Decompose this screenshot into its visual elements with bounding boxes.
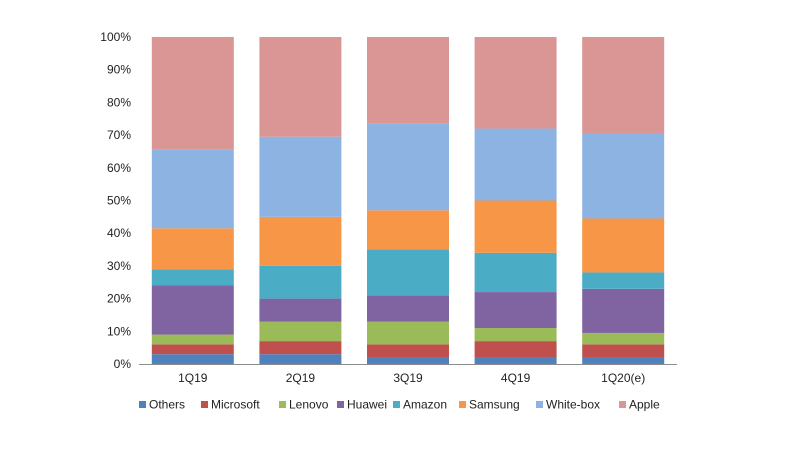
bar-segment-huawei xyxy=(367,295,449,322)
legend-item-microsoft: Microsoft xyxy=(201,398,260,412)
bar-segment-microsoft xyxy=(367,344,449,358)
bar-segment-amazon xyxy=(259,265,342,299)
bar-segment-microsoft xyxy=(474,341,557,358)
y-tick-label: 80% xyxy=(107,95,131,109)
legend-swatch xyxy=(139,401,146,408)
y-tick-label: 40% xyxy=(107,226,131,240)
bar-segment-others xyxy=(367,357,449,364)
y-tick-label: 60% xyxy=(107,161,131,175)
legend-item-samsung: Samsung xyxy=(459,398,520,412)
y-tick-label: 30% xyxy=(107,259,131,273)
bar-segment-amazon xyxy=(582,272,665,289)
bar-segment-microsoft xyxy=(582,344,665,358)
bar-segment-microsoft xyxy=(259,341,342,355)
bar-segment-lenovo xyxy=(474,328,557,342)
bar-stack xyxy=(151,37,234,364)
legend-item-others: Others xyxy=(139,398,185,412)
y-tick-label: 20% xyxy=(107,292,131,306)
legend-label: Microsoft xyxy=(211,398,260,412)
legend-label: Huawei xyxy=(347,398,387,412)
bar-segment-apple xyxy=(259,37,342,137)
legend-label: White-box xyxy=(546,398,600,412)
bar-segment-apple xyxy=(582,37,665,134)
y-tick-label: 10% xyxy=(107,324,131,338)
bar-segment-white-box xyxy=(259,136,342,217)
legend-swatch xyxy=(337,401,344,408)
y-tick-label: 0% xyxy=(114,357,132,371)
y-tick-label: 100% xyxy=(100,30,131,44)
bar-stack xyxy=(474,37,557,364)
legend-swatch xyxy=(279,401,286,408)
bar-segment-huawei xyxy=(259,298,342,322)
bar-area xyxy=(151,37,665,364)
legend-swatch xyxy=(393,401,400,408)
legend-item-apple: Apple xyxy=(619,398,660,412)
x-category-label: 2Q19 xyxy=(286,371,316,385)
legend-label: Lenovo xyxy=(289,398,329,412)
y-tick-label: 50% xyxy=(107,194,131,208)
bar-segment-white-box xyxy=(367,123,449,211)
legend-item-white-box: White-box xyxy=(536,398,600,412)
x-category-label: 4Q19 xyxy=(501,371,531,385)
bar-segment-huawei xyxy=(474,292,557,329)
x-axis: 1Q19 2Q19 3Q19 4Q19 1Q20(e) xyxy=(139,364,677,385)
y-tick-label: 70% xyxy=(107,128,131,142)
bar-segment-others xyxy=(259,354,342,364)
bar-segment-samsung xyxy=(582,218,665,273)
legend-item-huawei: Huawei xyxy=(337,398,387,412)
bar-segment-microsoft xyxy=(151,344,234,355)
bar-segment-apple xyxy=(151,37,234,150)
bar-segment-lenovo xyxy=(259,321,342,342)
bar-segment-samsung xyxy=(474,200,557,253)
bar-segment-amazon xyxy=(151,269,234,286)
bar-segment-lenovo xyxy=(151,334,234,345)
x-category-label: 1Q20(e) xyxy=(601,371,645,385)
legend-swatch xyxy=(201,401,208,408)
bar-segment-apple xyxy=(474,37,557,129)
x-category-label: 1Q19 xyxy=(178,371,208,385)
bar-segment-huawei xyxy=(151,285,234,335)
legend-label: Amazon xyxy=(403,398,447,412)
legend-item-lenovo: Lenovo xyxy=(279,398,329,412)
legend: Others Microsoft Lenovo Huawei Amazon Samsung… xyxy=(139,398,660,412)
bar-segment-samsung xyxy=(367,210,449,250)
bar-segment-white-box xyxy=(582,133,665,219)
bar-segment-others xyxy=(582,357,665,364)
legend-label: Apple xyxy=(629,398,660,412)
bar-segment-white-box xyxy=(151,149,234,229)
legend-swatch xyxy=(619,401,626,408)
y-axis: 0% 10% 20% 30% 40% 50% 60% 70% 80% 90% 100% xyxy=(100,30,131,371)
bar-stack xyxy=(259,37,342,364)
bar-segment-samsung xyxy=(259,216,342,266)
bar-segment-white-box xyxy=(474,128,557,201)
bar-segment-amazon xyxy=(367,249,449,296)
bar-segment-samsung xyxy=(151,228,234,270)
legend-label: Others xyxy=(149,398,185,412)
bar-segment-others xyxy=(151,354,234,364)
bar-segment-lenovo xyxy=(367,321,449,345)
bar-stack xyxy=(367,37,449,364)
bar-segment-amazon xyxy=(474,252,557,293)
x-category-label: 3Q19 xyxy=(393,371,423,385)
legend-swatch xyxy=(459,401,466,408)
legend-item-amazon: Amazon xyxy=(393,398,447,412)
bar-segment-huawei xyxy=(582,288,665,333)
bar-segment-lenovo xyxy=(582,332,665,345)
legend-label: Samsung xyxy=(469,398,520,412)
legend-swatch xyxy=(536,401,543,408)
bar-stack xyxy=(582,37,665,364)
bar-segment-apple xyxy=(367,37,449,124)
y-tick-label: 90% xyxy=(107,63,131,77)
bar-segment-others xyxy=(474,357,557,364)
